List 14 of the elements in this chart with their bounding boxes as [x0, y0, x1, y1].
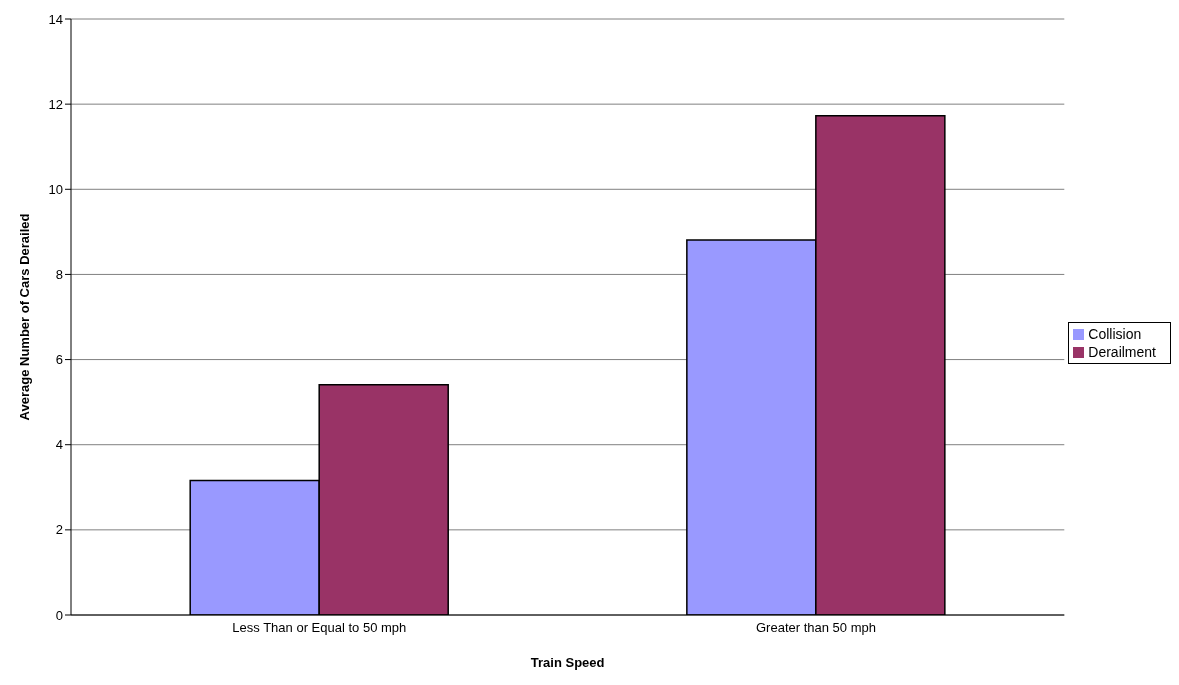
y-tick-label: 4 [55, 437, 63, 453]
legend-label: Derailment [1088, 343, 1156, 360]
y-tick-label: 14 [48, 11, 63, 27]
x-axis-title: Train Speed [530, 655, 605, 670]
y-tick-label: 10 [48, 181, 63, 197]
y-axis-title: Average Number of Cars Derailed [16, 213, 32, 421]
y-tick-label: 0 [55, 607, 63, 623]
x-tick-label: Less Than or Equal to 50 mph [232, 620, 407, 636]
x-tick-label: Greater than 50 mph [755, 620, 876, 636]
y-tick-label: 2 [55, 522, 63, 538]
y-tick-label: 6 [55, 352, 63, 368]
legend-label: Collision [1088, 325, 1142, 342]
y-tick-label: 12 [48, 96, 63, 112]
y-tick-label: 8 [55, 267, 63, 283]
